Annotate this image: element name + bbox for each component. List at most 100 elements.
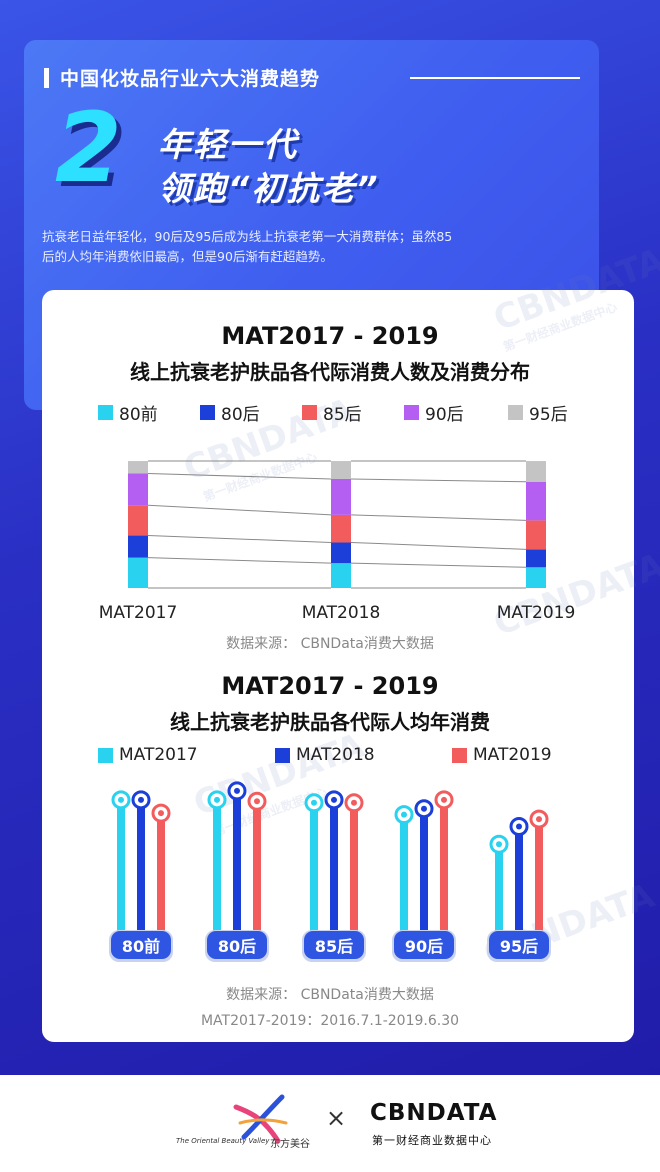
lollipop-stem-80前-MAT2017 — [117, 799, 125, 948]
stacked-bar-segment-MAT2019-80后 — [526, 549, 546, 568]
section-marker — [44, 68, 49, 88]
section-title: 中国化妆品行业六大消费趋势 — [60, 68, 321, 90]
legend-label: 85后 — [323, 405, 362, 425]
stack-connector-line — [147, 472, 332, 480]
legend-label: MAT2018 — [296, 745, 375, 765]
chart1-legend-85后: 85后 — [302, 400, 362, 425]
stacked-bar-segment-MAT2019-95后 — [526, 461, 546, 482]
lollipop-stem-95后-MAT2019 — [535, 819, 543, 948]
lollipop-stem-90后-MAT2018 — [420, 808, 428, 948]
stack-connector-line — [350, 514, 527, 521]
lollipop-dot-80后-MAT2017 — [214, 796, 220, 803]
chart2-legend-mat2018: MAT2018 — [275, 745, 375, 765]
chart2-source: 数据来源： CBNData消费大数据 — [226, 987, 434, 1003]
stack-connector-line — [350, 541, 527, 550]
stacked-bar-segment-MAT2018-80前 — [331, 563, 351, 588]
legend-label: MAT2017 — [119, 745, 198, 765]
legend-label: 80前 — [119, 405, 158, 425]
stacked-bar-segment-MAT2017-95后 — [128, 461, 148, 474]
stacked-bar-segment-MAT2017-90后 — [128, 473, 148, 506]
chart1-subtitle: 线上抗衰老护肤品各代际消费人数及消费分布 — [130, 360, 530, 384]
chart2-legend-mat2019: MAT2019 — [452, 745, 552, 765]
category-pill-80后 — [207, 931, 267, 959]
stack-connector-line — [147, 535, 332, 543]
lollipop-dot-90后-MAT2017 — [401, 811, 407, 818]
stacked-bar-segment-MAT2018-95后 — [331, 461, 351, 479]
x-axis-label-MAT2017: MAT2017 — [99, 603, 178, 623]
chart1-source: 数据来源： CBNData消费大数据 — [226, 636, 434, 652]
lollipop-dot-85后-MAT2017 — [311, 799, 317, 806]
lollipop-stem-85后-MAT2018 — [330, 799, 338, 948]
legend-label: MAT2019 — [473, 745, 552, 765]
partner-caption-cn: 东方美谷 — [270, 1139, 310, 1150]
stacked-bar-segment-MAT2018-80后 — [331, 542, 351, 564]
chart2-period: MAT2017-2019：2016.7.1-2019.6.30 — [200, 1013, 460, 1029]
lollipop-stem-90后-MAT2019 — [440, 799, 448, 948]
chart1-legend-90后: 90后 — [404, 400, 464, 425]
chart1-legend-80后: 80后 — [200, 400, 260, 425]
stacked-bar-segment-MAT2017-85后 — [128, 505, 148, 536]
collaboration-x-icon: × — [326, 1104, 347, 1132]
legend-label: 90后 — [425, 405, 464, 425]
x-axis-label-MAT2018: MAT2018 — [302, 603, 381, 623]
x-axis-label-MAT2019: MAT2019 — [497, 603, 576, 623]
lollipop-dot-90后-MAT2019 — [441, 796, 447, 803]
cbndata-logo: CBNDATA — [370, 1100, 498, 1126]
cbndata-tagline: 第一财经商业数据中心 — [372, 1134, 492, 1147]
lollipop-dot-80前-MAT2018 — [138, 796, 144, 803]
legend-swatch — [98, 405, 113, 420]
stack-connector-line — [147, 504, 332, 516]
legend-label: 95后 — [529, 405, 568, 425]
lollipop-dot-85后-MAT2018 — [331, 796, 337, 803]
stack-connector-line — [147, 557, 332, 564]
stacked-bar-segment-MAT2019-80前 — [526, 567, 546, 588]
chart2-subtitle: 线上抗衰老护肤品各代际人均年消费 — [170, 710, 490, 734]
stack-connector-line — [350, 562, 527, 568]
chart1-stacked-bars: MAT2017 MAT2018 MAT2019 — [99, 460, 576, 623]
category-label-95后: 95后 — [500, 937, 538, 956]
lollipop-stem-85后-MAT2019 — [350, 802, 358, 948]
lollipop-dot-95后-MAT2017 — [496, 841, 502, 848]
legend-swatch — [508, 405, 523, 420]
lollipop-stem-95后-MAT2017 — [495, 844, 503, 948]
category-label-80前: 80前 — [122, 937, 160, 956]
legend-swatch — [200, 405, 215, 420]
legend-swatch — [452, 747, 467, 763]
hero-description-line2: 后的人均年消费依旧最高，但是90后渐有赶超趋势。 — [42, 249, 333, 264]
chart1-legend-95后: 95后 — [508, 400, 568, 425]
legend-label: 80后 — [221, 405, 260, 425]
lollipop-stem-85后-MAT2017 — [310, 802, 318, 948]
lollipop-stem-80前-MAT2018 — [137, 799, 145, 948]
lollipop-stem-80后-MAT2019 — [253, 801, 261, 948]
hero-description-line1: 抗衰老日益年轻化，90后及95后成为线上抗衰老第一大消费群体；虽然85 — [42, 229, 453, 244]
stacked-bar-segment-MAT2018-85后 — [331, 514, 351, 543]
hero-title-line1: 年轻一代 — [158, 125, 298, 164]
footer — [0, 1075, 660, 1172]
chart2-title: MAT2017 - 2019 — [221, 672, 439, 700]
category-pill-95后 — [489, 931, 549, 959]
trend-number: 2 — [55, 92, 122, 204]
lollipop-dot-90后-MAT2018 — [421, 805, 427, 812]
chart1-legend-80前: 80前 — [98, 400, 158, 425]
stacked-bar-segment-MAT2017-80后 — [128, 535, 148, 558]
chart2-lollipop-bars: 80前 80后 85后 90后 95后 — [109, 781, 551, 962]
partner-caption: The Oriental Beauty Valley — [176, 1137, 270, 1145]
lollipop-stem-95后-MAT2018 — [515, 826, 523, 948]
lollipop-dot-80后-MAT2018 — [234, 787, 240, 794]
chart1-title: MAT2017 - 2019 — [221, 322, 439, 350]
section-rule — [410, 77, 580, 79]
lollipop-dot-95后-MAT2019 — [536, 816, 542, 823]
legend-swatch — [98, 747, 113, 763]
lollipop-stem-90后-MAT2017 — [400, 814, 408, 948]
hero-title-line2: 领跑“初抗老” — [158, 169, 380, 208]
lollipop-dot-80前-MAT2017 — [118, 796, 124, 803]
lollipop-stem-80后-MAT2017 — [213, 799, 221, 948]
lollipop-stem-80后-MAT2018 — [233, 790, 241, 948]
lollipop-dot-95后-MAT2018 — [516, 823, 522, 830]
legend-swatch — [302, 405, 317, 420]
category-pill-90后 — [394, 931, 454, 959]
category-label-90后: 90后 — [405, 937, 443, 956]
category-pill-85后 — [304, 931, 364, 959]
stacked-bar-segment-MAT2017-80前 — [128, 557, 148, 588]
category-label-80后: 80后 — [218, 937, 256, 956]
